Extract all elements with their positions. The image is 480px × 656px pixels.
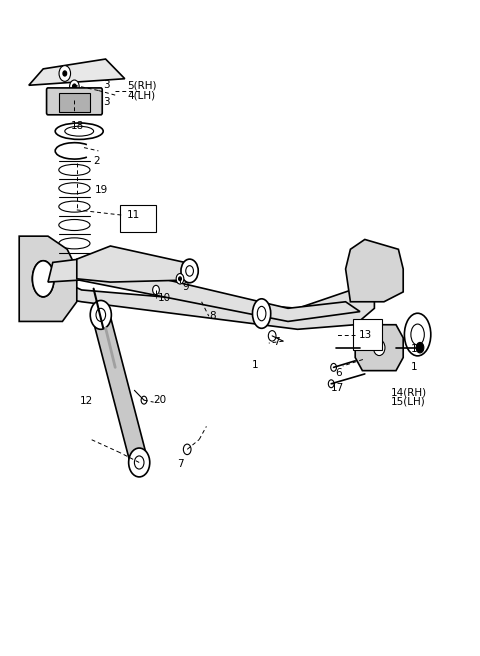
Ellipse shape <box>38 270 48 288</box>
Circle shape <box>331 363 336 371</box>
Text: 3: 3 <box>103 96 110 107</box>
Ellipse shape <box>411 324 424 345</box>
Circle shape <box>183 444 191 455</box>
Text: 18: 18 <box>71 121 84 131</box>
Ellipse shape <box>65 126 94 136</box>
Ellipse shape <box>32 260 54 297</box>
Text: 12: 12 <box>80 396 93 407</box>
Bar <box>59 93 90 112</box>
Circle shape <box>176 274 184 284</box>
Ellipse shape <box>257 306 266 321</box>
Text: 10: 10 <box>157 293 170 304</box>
Polygon shape <box>93 311 147 466</box>
Polygon shape <box>346 239 403 302</box>
Text: 11: 11 <box>127 210 141 220</box>
Text: 15(LH): 15(LH) <box>391 396 426 407</box>
Circle shape <box>179 277 181 281</box>
FancyBboxPatch shape <box>353 319 382 350</box>
Circle shape <box>153 285 159 295</box>
Circle shape <box>373 340 385 356</box>
Text: 6: 6 <box>335 367 342 378</box>
FancyBboxPatch shape <box>47 88 102 115</box>
Text: 13: 13 <box>359 329 372 340</box>
Text: 2: 2 <box>94 155 100 166</box>
Polygon shape <box>29 59 125 85</box>
Circle shape <box>129 448 150 477</box>
Circle shape <box>328 380 334 388</box>
Circle shape <box>186 266 193 276</box>
Text: 14(RH): 14(RH) <box>391 387 427 398</box>
Circle shape <box>72 84 76 89</box>
Circle shape <box>141 396 147 404</box>
Circle shape <box>181 259 198 283</box>
Ellipse shape <box>404 314 431 356</box>
Text: 17: 17 <box>331 383 345 394</box>
Text: 5(RH): 5(RH) <box>127 80 156 91</box>
Text: 16: 16 <box>410 344 424 354</box>
Circle shape <box>90 300 111 329</box>
Text: 8: 8 <box>209 311 216 321</box>
Circle shape <box>70 80 79 93</box>
Circle shape <box>268 331 276 341</box>
Ellipse shape <box>252 299 271 328</box>
Text: 7: 7 <box>274 337 280 348</box>
Circle shape <box>416 342 424 353</box>
Polygon shape <box>19 236 77 321</box>
Polygon shape <box>29 266 374 329</box>
Ellipse shape <box>55 123 103 140</box>
Text: 3: 3 <box>103 80 110 91</box>
Text: 7: 7 <box>177 459 183 470</box>
Polygon shape <box>77 246 192 282</box>
Polygon shape <box>48 259 360 321</box>
Ellipse shape <box>32 260 54 297</box>
Circle shape <box>59 66 71 81</box>
Text: 20: 20 <box>154 395 167 405</box>
Text: 1: 1 <box>252 360 258 371</box>
Text: 1: 1 <box>410 362 417 373</box>
Polygon shape <box>355 325 403 371</box>
Circle shape <box>63 71 67 76</box>
Text: 19: 19 <box>95 185 108 195</box>
Text: 4(LH): 4(LH) <box>127 90 156 100</box>
Circle shape <box>96 308 106 321</box>
FancyBboxPatch shape <box>120 205 156 232</box>
Circle shape <box>134 456 144 469</box>
Text: 9: 9 <box>182 282 189 293</box>
